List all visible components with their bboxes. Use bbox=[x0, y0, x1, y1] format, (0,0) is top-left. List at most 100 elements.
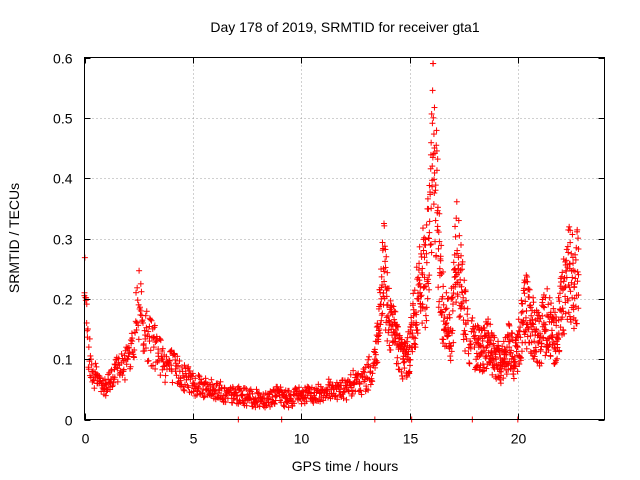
data-point bbox=[183, 373, 190, 380]
data-point bbox=[200, 394, 207, 401]
data-point bbox=[512, 337, 519, 344]
data-point bbox=[506, 322, 513, 329]
data-point bbox=[450, 339, 457, 346]
data-point bbox=[506, 358, 513, 365]
data-point bbox=[514, 343, 521, 350]
data-point bbox=[499, 343, 506, 350]
data-point bbox=[129, 335, 136, 342]
data-point bbox=[554, 344, 561, 351]
data-point bbox=[520, 317, 527, 324]
data-point bbox=[509, 330, 516, 337]
data-point bbox=[382, 246, 389, 253]
data-point bbox=[568, 250, 575, 257]
data-point bbox=[152, 365, 159, 372]
data-point bbox=[312, 396, 319, 403]
data-point bbox=[189, 373, 196, 380]
data-point bbox=[433, 142, 440, 149]
data-point bbox=[456, 232, 463, 239]
data-point bbox=[434, 204, 441, 211]
data-point bbox=[428, 249, 435, 256]
data-point bbox=[345, 388, 352, 395]
data-point bbox=[146, 333, 153, 340]
data-point bbox=[541, 304, 548, 311]
data-point bbox=[174, 353, 181, 360]
data-point bbox=[133, 319, 140, 326]
data-point bbox=[416, 260, 423, 267]
data-point bbox=[542, 352, 549, 359]
data-point bbox=[560, 278, 567, 285]
data-point bbox=[418, 292, 425, 299]
data-point bbox=[375, 327, 382, 334]
data-point bbox=[556, 290, 563, 297]
data-point bbox=[460, 336, 467, 343]
data-point bbox=[516, 353, 523, 360]
data-point bbox=[110, 379, 117, 386]
data-point bbox=[518, 348, 525, 355]
data-point bbox=[167, 348, 174, 355]
data-point bbox=[394, 323, 401, 330]
data-point bbox=[150, 334, 157, 341]
data-point bbox=[570, 260, 577, 267]
data-point bbox=[504, 344, 511, 351]
data-point bbox=[512, 363, 519, 370]
data-point bbox=[423, 259, 430, 266]
data-point bbox=[426, 229, 433, 236]
data-point bbox=[317, 383, 324, 390]
data-point bbox=[462, 331, 469, 338]
data-point bbox=[89, 378, 96, 385]
data-point bbox=[547, 353, 554, 360]
data-point bbox=[540, 335, 547, 342]
data-point bbox=[433, 127, 440, 134]
data-point bbox=[487, 337, 494, 344]
data-point bbox=[453, 299, 460, 306]
data-point bbox=[219, 396, 226, 403]
data-point bbox=[378, 273, 385, 280]
data-point bbox=[142, 345, 149, 352]
data-point bbox=[542, 321, 549, 328]
data-point bbox=[555, 294, 562, 301]
data-point bbox=[163, 353, 170, 360]
data-point bbox=[445, 329, 452, 336]
data-point bbox=[92, 360, 99, 367]
data-point bbox=[154, 358, 161, 365]
data-point bbox=[132, 329, 139, 336]
data-point bbox=[416, 243, 423, 250]
data-point bbox=[529, 320, 536, 327]
data-point bbox=[150, 344, 157, 351]
axis-ticks bbox=[84, 57, 605, 421]
data-point bbox=[372, 364, 379, 371]
data-point bbox=[548, 327, 555, 334]
data-point bbox=[545, 301, 552, 308]
data-point bbox=[457, 267, 464, 274]
data-point bbox=[377, 330, 384, 337]
y-axis-label: SRMTID / TECUs bbox=[6, 183, 22, 293]
data-point bbox=[556, 298, 563, 305]
data-point bbox=[522, 298, 529, 305]
data-point bbox=[401, 365, 408, 372]
data-point bbox=[166, 357, 173, 364]
data-point bbox=[544, 285, 551, 292]
data-point bbox=[195, 383, 202, 390]
data-point bbox=[252, 398, 259, 405]
data-point bbox=[182, 370, 189, 377]
data-point bbox=[455, 262, 462, 269]
data-point bbox=[246, 387, 253, 394]
data-point bbox=[285, 387, 292, 394]
x-tick-label: 20 bbox=[511, 431, 527, 447]
data-point bbox=[324, 387, 331, 394]
data-point bbox=[126, 344, 133, 351]
data-point bbox=[327, 379, 334, 386]
data-point bbox=[422, 312, 429, 319]
data-point bbox=[535, 339, 542, 346]
data-point bbox=[368, 377, 375, 384]
data-point bbox=[210, 383, 217, 390]
data-point bbox=[381, 243, 388, 250]
data-point bbox=[436, 238, 443, 245]
data-point bbox=[292, 385, 299, 392]
data-point bbox=[407, 324, 414, 331]
data-point bbox=[152, 339, 159, 346]
data-point bbox=[233, 389, 240, 396]
data-point bbox=[400, 359, 407, 366]
data-point bbox=[458, 241, 465, 248]
data-point bbox=[256, 389, 263, 396]
